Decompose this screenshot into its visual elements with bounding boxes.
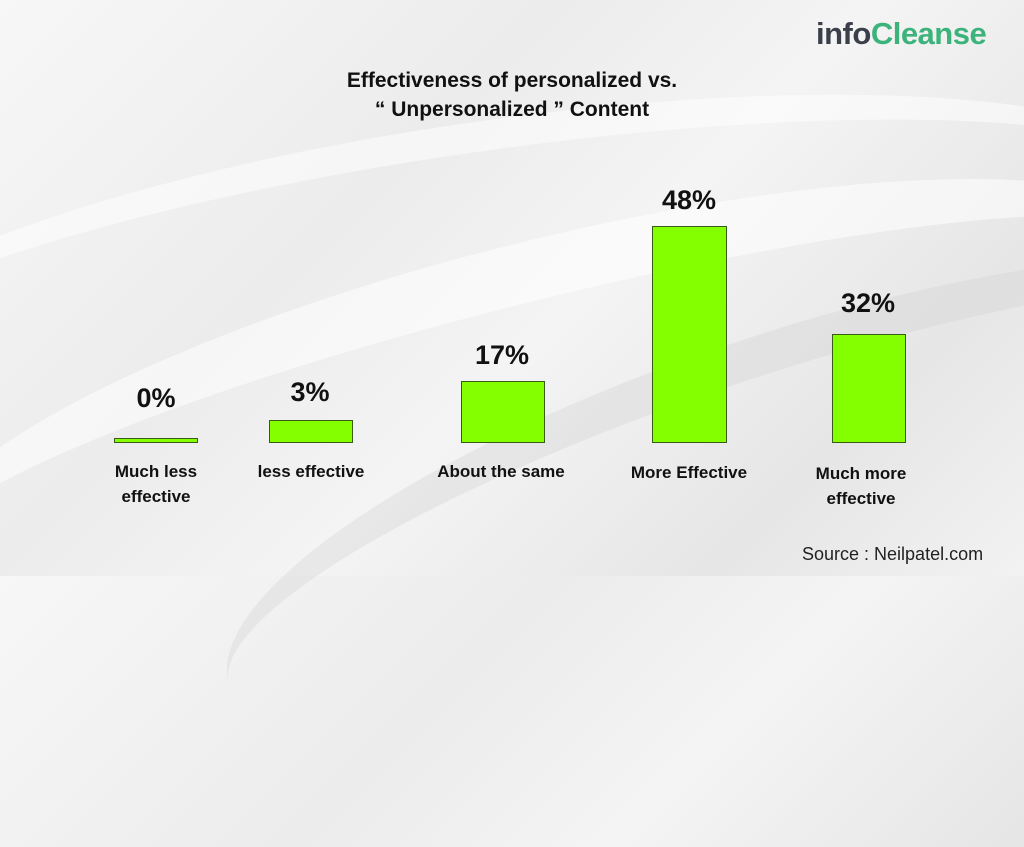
- bar-value-label: 32%: [840, 288, 896, 318]
- source-attribution: Source : Neilpatel.com: [802, 544, 984, 564]
- category-label-line: Much less: [114, 462, 198, 481]
- bar-value-label: 3%: [290, 377, 330, 407]
- bar-less-effective: [269, 420, 353, 443]
- category-label-line: effective: [121, 487, 191, 506]
- chart-title-line2: “ Unpersonalized ” Content: [374, 98, 650, 121]
- bar-more-effective: [652, 226, 727, 443]
- bar-value-label: 17%: [474, 340, 530, 370]
- category-label: less effective: [226, 459, 396, 484]
- chart-title-line1: Effectiveness of personalized vs.: [346, 69, 678, 92]
- category-label-line: Much more: [815, 464, 907, 483]
- bar-about-the-same: [461, 381, 545, 443]
- category-label: More Effective: [604, 460, 774, 485]
- category-label-line: More Effective: [630, 463, 748, 482]
- bar-much-less-effective: [114, 438, 198, 443]
- chart-title: Effectiveness of personalized vs. “ Unpe…: [0, 66, 1024, 124]
- bar-much-more-effective: [832, 334, 906, 443]
- category-label: About the same: [416, 459, 586, 484]
- bar-value-label: 0%: [136, 383, 176, 413]
- logo-text-cleanse: Cleanse: [870, 16, 987, 51]
- bar-value-label: 48%: [661, 185, 717, 215]
- category-label: Much less effective: [71, 459, 241, 509]
- category-label-line: About the same: [437, 462, 565, 481]
- category-label-line: effective: [826, 489, 896, 508]
- category-label-line: less effective: [257, 462, 365, 481]
- category-label: Much more effective: [776, 461, 946, 511]
- infocleanse-logo: infoCleanse: [816, 16, 987, 52]
- logo-text-info: info: [816, 16, 871, 51]
